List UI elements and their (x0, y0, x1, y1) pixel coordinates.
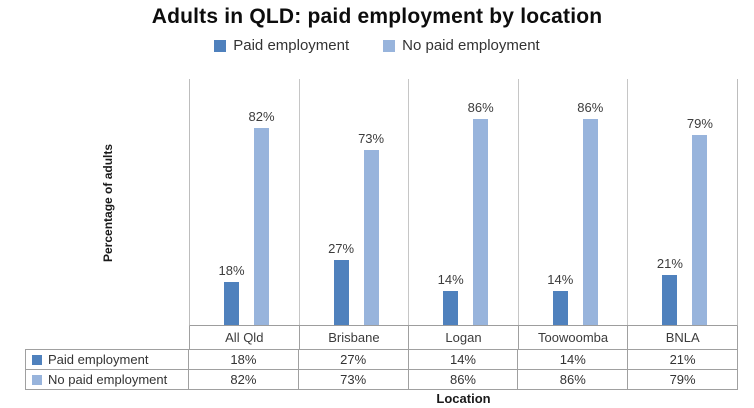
bar-no-paid-employment (582, 118, 598, 325)
table-row: No paid employment 82% 73% 86% 86% 79% (25, 370, 738, 390)
table-value-cell: 73% (299, 370, 409, 389)
category-label: Brisbane (300, 326, 410, 349)
legend-swatch-no-paid-icon (383, 39, 396, 52)
legend-swatch-paid-icon (214, 39, 227, 52)
category-axis: All Qld Brisbane Logan Toowoomba BNLA (189, 326, 738, 349)
bar-value-label: 79% (686, 116, 713, 132)
legend-item-paid-employment: Paid employment (214, 37, 349, 54)
table-row-header: Paid employment (25, 350, 189, 369)
bar-value-label: 73% (358, 130, 385, 146)
bar-no-paid-employment (473, 118, 489, 325)
bar-paid-employment (333, 260, 349, 325)
category-label: BNLA (665, 330, 700, 345)
bar-paid-employment (662, 274, 678, 325)
bar-value-label: 18% (218, 262, 245, 278)
table-value-cell: 14% (409, 350, 519, 369)
bar-no-paid-employment (254, 128, 269, 325)
table-value-cell: 86% (409, 370, 519, 389)
table-row-header-label: No paid employment (48, 372, 168, 387)
plot-area: 18% 82% 27% 73% 14% 86% 14% 86% 21% 79% (189, 79, 738, 326)
category-label: Toowoomba (519, 326, 629, 349)
bar-value-label: 27% (328, 241, 355, 257)
bar-value-label: 14% (547, 272, 574, 288)
table-value-cell: 86% (518, 370, 629, 389)
bar-paid-employment (552, 291, 568, 325)
table-value-cell: 21% (628, 350, 738, 369)
table-value-cell: 79% (628, 370, 738, 389)
table-row-header: No paid employment (25, 370, 189, 389)
series-swatch-icon (32, 374, 42, 385)
chart-title: Adults in QLD: paid employment by locati… (151, 5, 603, 28)
table-value-cell: 14% (518, 350, 629, 369)
table-row-header-label: Paid employment (48, 352, 149, 367)
series-swatch-icon (32, 354, 42, 365)
plot-column-toowoomba: 14% 86% (519, 79, 629, 325)
bar-value-label: 82% (248, 109, 275, 125)
plot-column-bnla: 21% 79% (628, 79, 737, 325)
bar-value-label: 14% (437, 272, 464, 288)
legend: Paid employment No paid employment (0, 37, 754, 54)
bar-paid-employment (224, 281, 239, 325)
table-row: Paid employment 18% 27% 14% 14% 21% (25, 350, 738, 370)
table-value-cell: 18% (189, 350, 299, 369)
plot-column-logan: 14% 86% (409, 79, 519, 325)
bar-no-paid-employment (363, 149, 379, 325)
legend-item-no-paid-employment: No paid employment (383, 37, 540, 54)
data-table: Paid employment 18% 27% 14% 14% 21% No paid em… (25, 349, 738, 390)
plot-column-all-qld: 18% 82% (190, 79, 300, 325)
plot-column-brisbane: 27% 73% (300, 79, 410, 325)
legend-label-paid: Paid employment (233, 37, 350, 54)
bar-paid-employment (443, 291, 459, 325)
bar-value-label: 21% (656, 255, 683, 271)
x-axis-title: Location (436, 391, 491, 406)
y-axis-title: Percentage of adults (101, 143, 115, 262)
category-label: Logan (409, 326, 519, 349)
table-value-cell: 27% (299, 350, 409, 369)
category-label: All Qld (190, 326, 300, 349)
table-value-cell: 82% (189, 370, 299, 389)
legend-label-no-paid: No paid employment (402, 37, 540, 54)
bar-value-label: 86% (577, 99, 604, 115)
bar-no-paid-employment (692, 135, 708, 325)
bar-value-label: 86% (467, 99, 494, 115)
